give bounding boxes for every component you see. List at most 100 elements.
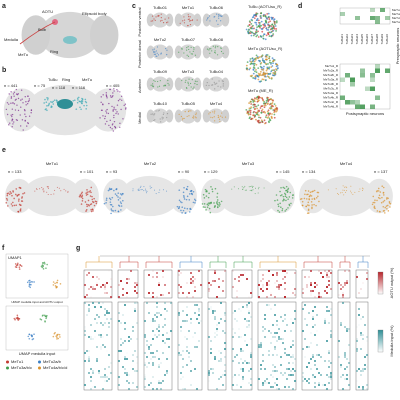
neuron-dot (212, 111, 214, 113)
cell (232, 336, 234, 338)
label: MeTu (82, 77, 92, 82)
cell (342, 374, 344, 376)
neuron-dot (183, 52, 185, 54)
brain (151, 108, 169, 124)
neuron-dot (11, 126, 13, 128)
cell (236, 296, 238, 298)
cell (244, 360, 246, 362)
neuron-dot (253, 62, 256, 65)
cell (120, 350, 122, 352)
neuron-dot (159, 118, 161, 120)
cell (258, 344, 260, 346)
cell (224, 356, 226, 358)
cell (214, 280, 216, 282)
cell (292, 354, 294, 356)
neuron-dot (93, 204, 96, 207)
heatmap-cell (355, 16, 360, 20)
cell (102, 284, 104, 286)
cell (220, 376, 222, 378)
neuron-dot (218, 17, 220, 19)
cell (248, 370, 250, 372)
neuron-dot (255, 35, 258, 38)
neuron-dot (263, 22, 266, 25)
cell (222, 290, 224, 292)
cell (308, 312, 310, 314)
cell (302, 380, 304, 382)
neuron-dot (90, 203, 93, 205)
neuron-dot (311, 207, 313, 210)
cell (84, 270, 86, 272)
cell (106, 292, 108, 294)
axis-label: UMAP medulla input and AOTU output (11, 300, 62, 304)
neuron-dot (167, 21, 169, 23)
neuron-dot (249, 30, 252, 33)
cell (274, 382, 276, 384)
neuron-dot (210, 48, 212, 50)
cell (212, 312, 214, 314)
cell (290, 374, 292, 376)
neuron-dot (209, 52, 211, 54)
cell (340, 376, 342, 378)
row-label: Posterior dorsal (137, 40, 142, 68)
cell (110, 318, 112, 320)
neuron-dot (265, 21, 268, 24)
cell (312, 376, 314, 378)
neuron-dot (30, 112, 32, 114)
neuron-dot (255, 118, 257, 121)
neuron-dot (54, 189, 56, 191)
neuron-dot (180, 115, 183, 118)
cell (208, 372, 210, 374)
cell (314, 382, 316, 384)
cell (136, 322, 138, 324)
neuron-dot (249, 113, 252, 116)
neuron-dot (183, 207, 186, 210)
cell (362, 388, 364, 390)
neuron-dot (191, 79, 193, 81)
neuron-dot (251, 98, 254, 101)
cell (218, 378, 220, 380)
neuron-dot (257, 59, 260, 62)
neuron-dot (373, 205, 376, 208)
cell (282, 338, 284, 340)
cell (360, 348, 362, 350)
cell (158, 358, 160, 360)
col-label: TuBu09 (380, 34, 384, 45)
neuron-dot (110, 212, 112, 215)
cell (162, 326, 164, 328)
cell (188, 292, 190, 294)
cell (316, 314, 318, 316)
neuron-dot (14, 263, 17, 265)
neuron-dot (144, 188, 146, 190)
cell (92, 372, 94, 374)
cell (84, 360, 86, 362)
neuron-dot (266, 28, 268, 31)
neuron-dot (388, 200, 391, 203)
neuron-dot (13, 95, 15, 97)
cell (302, 330, 304, 332)
cell (362, 316, 364, 318)
neuron-dot (24, 96, 26, 98)
neuron-dot (263, 101, 266, 103)
neuron-dot (259, 72, 262, 75)
cell (104, 286, 106, 288)
neuron-dot (182, 117, 184, 119)
brain (26, 84, 104, 136)
neuron-dot (16, 314, 19, 317)
cell (302, 348, 304, 350)
neuron-dot (20, 89, 23, 91)
neuron-dot (168, 84, 170, 86)
brain-lobe (201, 178, 229, 214)
neuron-dot (20, 106, 22, 108)
neuron-dot (251, 16, 254, 19)
count: n = 134 (302, 169, 316, 174)
neuron-dot (29, 281, 31, 284)
cell (178, 284, 180, 286)
cell (342, 388, 344, 390)
neuron-dot (254, 187, 256, 189)
neuron-dot (352, 193, 354, 195)
cell (122, 314, 124, 316)
neuron-dot (195, 113, 197, 116)
label: Medulla (4, 37, 19, 42)
neuron-dot (259, 107, 262, 109)
cell (268, 280, 270, 282)
